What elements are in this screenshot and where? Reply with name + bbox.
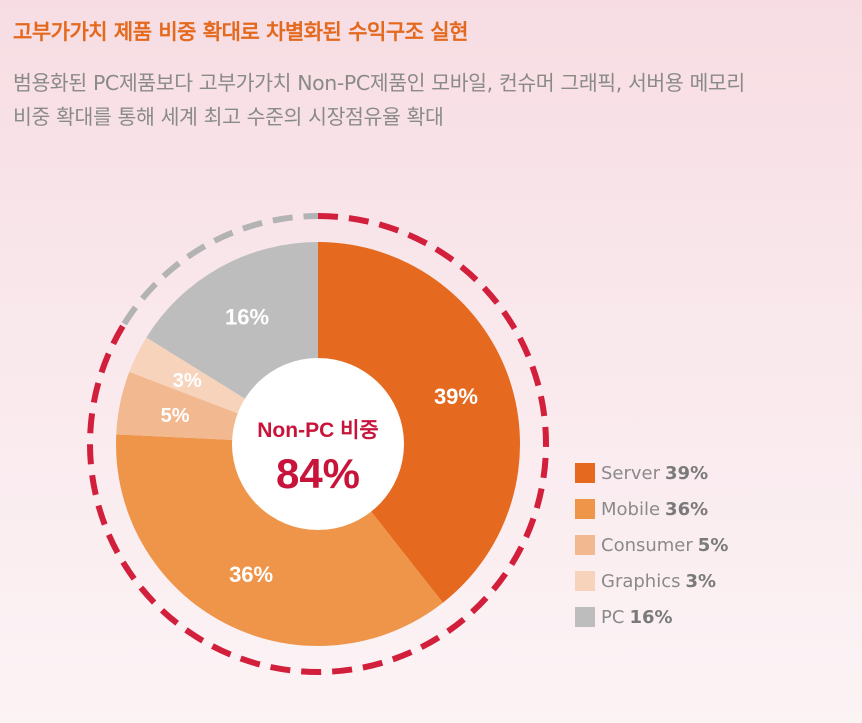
slice-mobile [115, 434, 443, 646]
legend-swatch-consumer [575, 535, 595, 555]
outer-dashed-ring [87, 213, 549, 675]
legend-value-consumer: 5% [697, 534, 729, 556]
slice-label-mobile: 36% [229, 562, 273, 587]
legend-label-server: Server [601, 462, 661, 484]
ring-arc-non-pc [87, 213, 549, 675]
legend-value-pc: 16% [629, 606, 673, 628]
description: 범용화된 PC제품보다 고부가가치 Non-PC제품인 모바일, 컨슈머 그래픽… [13, 66, 853, 134]
legend-swatch-graphics [575, 571, 595, 591]
headline: 고부가가치 제품 비중 확대로 차별화된 수익구조 실현 [13, 20, 468, 44]
legend-label-consumer: Consumer [601, 534, 693, 556]
legend-item-mobile: Mobile 36% [575, 491, 728, 527]
center-label: Non-PC 비중 [257, 419, 378, 442]
slice-label-graphics: 3% [173, 370, 202, 392]
legend-item-server: Server 39% [575, 455, 728, 491]
slice-label-pc: 16% [225, 304, 269, 329]
center-circle [232, 358, 404, 530]
legend-swatch-server [575, 463, 595, 483]
legend-label-graphics: Graphics [601, 570, 681, 592]
legend: Server 39% Mobile 36% Consumer 5% Graphics 3% PC… [575, 455, 728, 635]
legend-label-pc: PC [601, 606, 625, 628]
legend-value-server: 39% [665, 462, 709, 484]
legend-swatch-mobile [575, 499, 595, 519]
slice-server [318, 242, 520, 603]
description-line-2: 비중 확대를 통해 세계 최고 수준의 시장점유율 확대 [13, 105, 444, 129]
center-value: 84% [276, 450, 360, 497]
slice-label-consumer: 5% [161, 405, 190, 427]
legend-value-mobile: 36% [665, 498, 709, 520]
ring-arc-pc [121, 213, 319, 326]
legend-item-consumer: Consumer 5% [575, 527, 728, 563]
legend-item-graphics: Graphics 3% [575, 563, 728, 599]
legend-value-graphics: 3% [685, 570, 717, 592]
legend-swatch-pc [575, 607, 595, 627]
slice-label-server: 39% [434, 384, 478, 409]
slice-labels: 39% 36% 5% 3% 16% [161, 304, 478, 586]
legend-item-pc: PC 16% [575, 599, 728, 635]
legend-label-mobile: Mobile [601, 498, 661, 520]
description-line-1: 범용화된 PC제품보다 고부가가치 Non-PC제품인 모바일, 컨슈머 그래픽… [13, 71, 745, 95]
